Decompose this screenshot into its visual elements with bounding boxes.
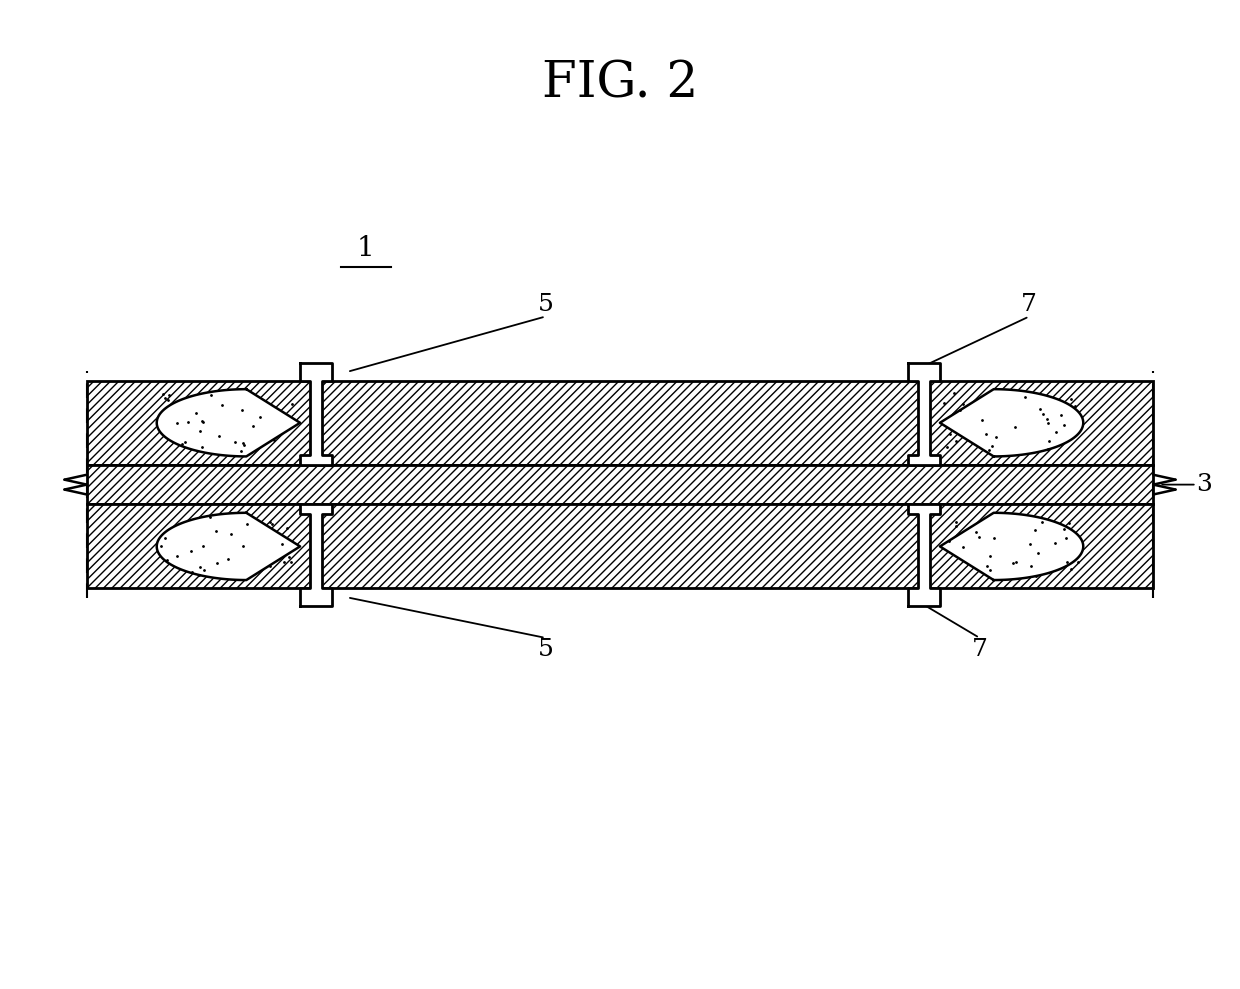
Text: 7: 7 (972, 638, 987, 661)
Text: 5: 5 (538, 294, 553, 316)
Bar (87, 504, 1153, 588)
Text: 3: 3 (1197, 473, 1213, 496)
Text: FIG. 2: FIG. 2 (542, 59, 698, 109)
Polygon shape (940, 389, 1084, 457)
Polygon shape (156, 389, 300, 457)
Polygon shape (908, 363, 940, 465)
Polygon shape (300, 504, 332, 606)
Polygon shape (908, 504, 940, 606)
Text: 5: 5 (538, 638, 553, 661)
Text: 1: 1 (357, 235, 374, 262)
Text: 7: 7 (1022, 294, 1037, 316)
Polygon shape (156, 513, 300, 580)
Bar (87, 465, 1153, 504)
Polygon shape (300, 363, 332, 465)
Polygon shape (940, 513, 1084, 580)
Bar (87, 381, 1153, 465)
